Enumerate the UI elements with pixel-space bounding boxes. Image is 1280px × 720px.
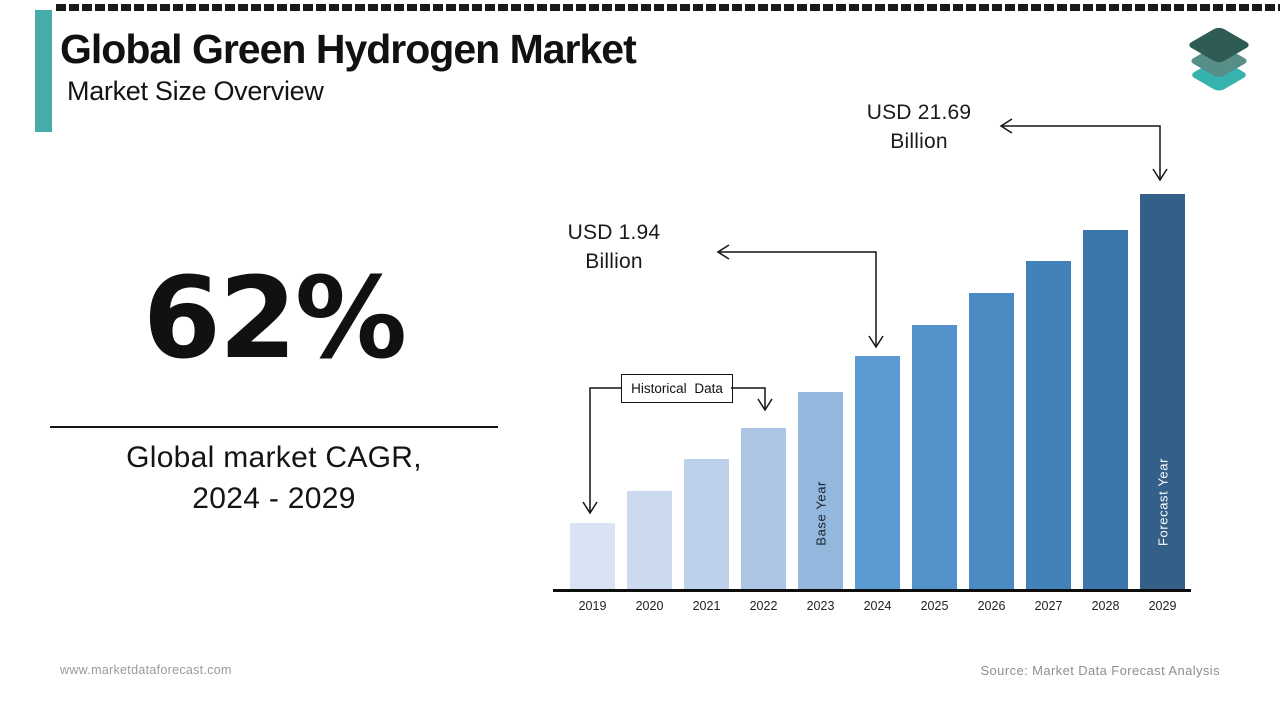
annotation-2024-line1: USD 1.94 xyxy=(567,221,661,244)
cagr-caption-line1: Global market CAGR, xyxy=(126,441,422,474)
bar-column-2027: 2027 xyxy=(1026,194,1071,613)
x-tick-2028: 2028 xyxy=(1091,599,1120,613)
bar-2023: Base Year xyxy=(798,392,843,590)
source-attribution: Source: Market Data Forecast Analysis xyxy=(980,663,1220,678)
bar-column-2021: 2021 xyxy=(684,194,729,613)
bar-2028 xyxy=(1083,230,1128,590)
bar-column-2025: 2025 xyxy=(912,194,957,613)
bar-column-2024: 2024 xyxy=(855,194,900,613)
in-bar-label-2023: Base Year xyxy=(813,481,828,546)
bar-column-2028: 2028 xyxy=(1083,194,1128,613)
bar-2021 xyxy=(684,459,729,590)
layers-logo-icon xyxy=(1184,16,1254,103)
x-tick-2023: 2023 xyxy=(806,599,835,613)
bar-column-2022: 2022 xyxy=(741,194,786,613)
x-tick-2021: 2021 xyxy=(692,599,721,613)
x-tick-2024: 2024 xyxy=(863,599,892,613)
arrow-usd-21-69-to-2029 xyxy=(1001,125,1161,179)
in-bar-label-2029: Forecast Year xyxy=(1155,457,1170,546)
bar-column-2026: 2026 xyxy=(969,194,1014,613)
bar-2022 xyxy=(741,428,786,590)
x-tick-2025: 2025 xyxy=(920,599,949,613)
annotation-usd-1-94-billion: USD 1.94 Billion xyxy=(539,218,689,277)
bar-2025 xyxy=(912,325,957,590)
arrowhead-down-2029 xyxy=(1152,168,1168,182)
x-tick-2022: 2022 xyxy=(749,599,778,613)
annotation-usd-21-69-billion: USD 21.69 Billion xyxy=(844,98,994,157)
page-title: Global Green Hydrogen Market xyxy=(60,26,637,72)
bar-2024 xyxy=(855,356,900,590)
annotation-2029-line2: Billion xyxy=(890,130,948,154)
x-tick-2020: 2020 xyxy=(635,599,664,613)
historical-data-label-box: Historical Data xyxy=(621,374,733,403)
arrowhead-left-21-69 xyxy=(999,118,1013,134)
top-ruler-strip xyxy=(56,4,1280,11)
x-tick-2019: 2019 xyxy=(578,599,607,613)
x-tick-2029: 2029 xyxy=(1148,599,1177,613)
bar-2027 xyxy=(1026,261,1071,590)
annotation-2024-line2: Billion xyxy=(585,250,643,274)
chart-bars: 2019 2020 2021 2022 Base Year 2023 2024 2025 202… xyxy=(570,194,1185,613)
website-url: www.marketdataforecast.com xyxy=(60,663,232,677)
x-tick-2026: 2026 xyxy=(977,599,1006,613)
cagr-stat-value: 62% xyxy=(142,254,407,384)
bar-2019 xyxy=(570,523,615,590)
bar-column-2019: 2019 xyxy=(570,194,615,613)
bar-2026 xyxy=(969,293,1014,590)
chart-x-axis-line xyxy=(553,589,1191,592)
page-subtitle: Market Size Overview xyxy=(67,76,324,106)
logo-svg xyxy=(1189,27,1249,91)
x-tick-2027: 2027 xyxy=(1034,599,1063,613)
cagr-caption-line2: 2024 - 2029 xyxy=(192,481,356,515)
bar-2029: Forecast Year xyxy=(1140,194,1185,590)
bar-2020 xyxy=(627,491,672,590)
stat-divider-line xyxy=(50,426,498,428)
logo-layer-top xyxy=(1189,27,1249,63)
bar-column-2029: Forecast Year 2029 xyxy=(1140,194,1185,613)
cagr-stat-caption: Global market CAGR, 2024 - 2029 xyxy=(30,438,518,519)
annotation-2029-line1: USD 21.69 xyxy=(866,101,972,124)
title-accent-bar xyxy=(35,10,52,132)
bar-column-2023: Base Year 2023 xyxy=(798,194,843,613)
bar-column-2020: 2020 xyxy=(627,194,672,613)
